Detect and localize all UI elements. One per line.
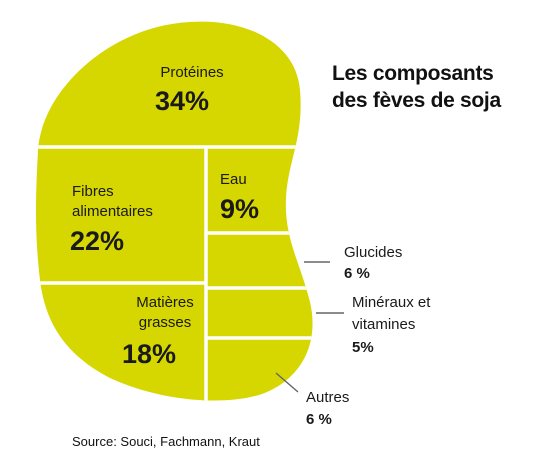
label-proteines: Protéines (160, 64, 223, 81)
label-matieres-line1: Matières (136, 294, 194, 311)
value-fibres: 22% (70, 226, 124, 256)
label-fibres-line2: alimentaires (72, 203, 153, 220)
label-glucides: Glucides (344, 244, 402, 261)
callout-line-autres (275, 372, 299, 393)
value-eau: 9% (220, 194, 259, 224)
chart-title-line-1: Les composants (332, 62, 494, 85)
label-eau: Eau (220, 171, 247, 188)
label-mineraux-line1: Minéraux et (352, 294, 431, 311)
value-autres: 6 % (306, 411, 332, 428)
chart-title-line-2: des fèves de soja (332, 89, 501, 112)
chart-title: Les composants des fèves de soja (332, 60, 532, 114)
value-matieres: 18% (122, 339, 176, 369)
source-note: Source: Souci, Fachmann, Kraut (72, 434, 260, 449)
value-proteines: 34% (155, 86, 209, 116)
label-autres: Autres (306, 389, 349, 406)
bean-fill (36, 21, 313, 401)
label-fibres-line1: Fibres (72, 183, 114, 200)
label-mineraux-line2: vitamines (352, 316, 415, 333)
label-matieres-line2: grasses (139, 314, 192, 331)
value-mineraux: 5% (352, 339, 374, 356)
value-glucides: 6 % (344, 265, 370, 282)
